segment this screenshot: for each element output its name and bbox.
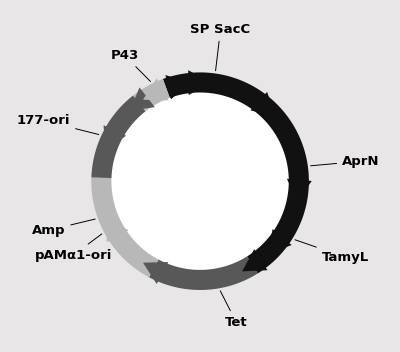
Polygon shape bbox=[250, 92, 275, 116]
Text: Tet: Tet bbox=[220, 291, 248, 329]
Polygon shape bbox=[143, 262, 168, 284]
Text: SP SacC: SP SacC bbox=[190, 23, 251, 71]
Circle shape bbox=[112, 93, 289, 270]
Polygon shape bbox=[130, 87, 155, 111]
Polygon shape bbox=[104, 125, 126, 151]
Polygon shape bbox=[163, 73, 309, 274]
Polygon shape bbox=[188, 70, 210, 95]
Polygon shape bbox=[106, 217, 128, 242]
Polygon shape bbox=[149, 256, 258, 290]
Text: 177-ori: 177-ori bbox=[17, 114, 99, 134]
Polygon shape bbox=[143, 78, 168, 100]
Text: P43: P43 bbox=[110, 49, 150, 81]
Text: pAMα1-ori: pAMα1-ori bbox=[35, 234, 112, 262]
Polygon shape bbox=[133, 79, 170, 111]
Polygon shape bbox=[287, 179, 312, 202]
Text: AprN: AprN bbox=[310, 155, 380, 168]
Polygon shape bbox=[91, 177, 158, 277]
Polygon shape bbox=[242, 249, 268, 271]
Polygon shape bbox=[91, 95, 146, 178]
Text: TamyL: TamyL bbox=[295, 240, 369, 264]
Text: Amp: Amp bbox=[32, 219, 95, 237]
Polygon shape bbox=[268, 229, 292, 254]
Polygon shape bbox=[165, 75, 190, 99]
